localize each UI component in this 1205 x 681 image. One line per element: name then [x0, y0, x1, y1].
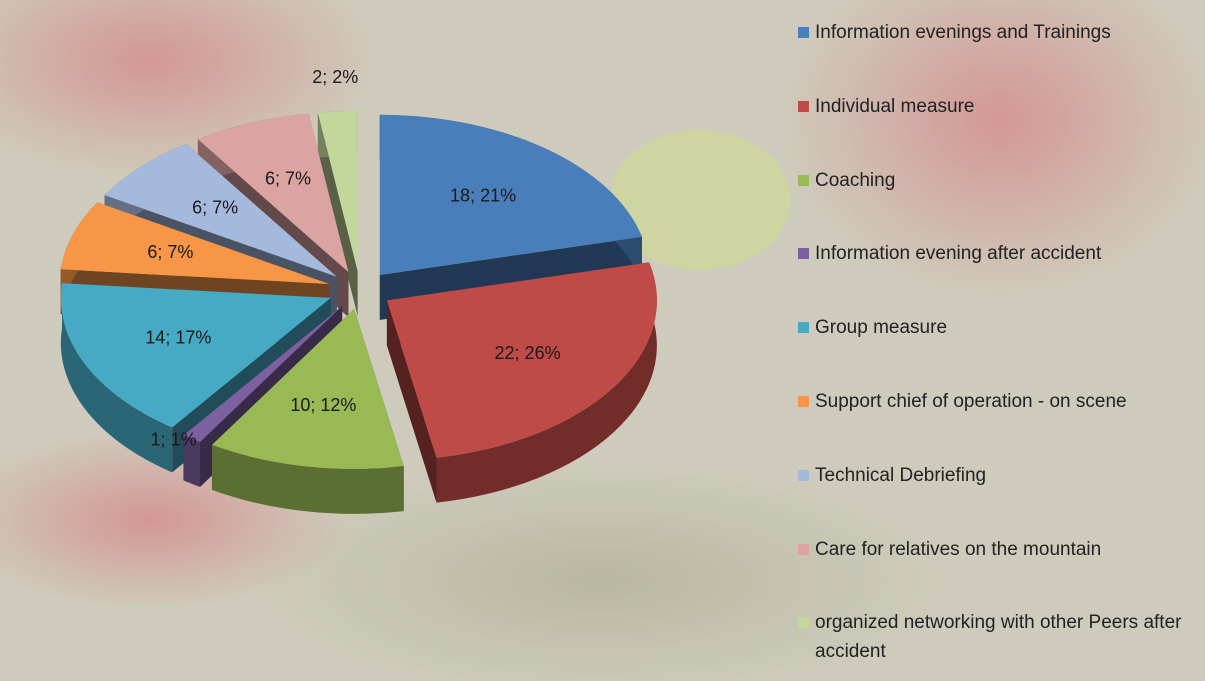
slice-label: 10; 12%	[290, 395, 356, 415]
legend-swatch	[798, 175, 809, 186]
legend-label: Information evening after accident	[815, 239, 1101, 268]
legend-item: Information evenings and Trainings	[798, 18, 1203, 47]
legend-label: Technical Debriefing	[815, 461, 986, 490]
legend-label: organized networking with other Peers af…	[815, 608, 1203, 666]
legend-item: Care for relatives on the mountain	[798, 535, 1203, 564]
chart: 18; 21% 22; 26% 10; 12% 1; 1% 14; 17% 6; 7% 6;…	[0, 0, 1205, 681]
legend-swatch	[798, 544, 809, 555]
slice-label: 6; 7%	[265, 168, 311, 188]
legend-label: Information evenings and Trainings	[815, 18, 1111, 47]
legend-swatch	[798, 27, 809, 38]
legend-swatch	[798, 617, 809, 628]
legend-label: Coaching	[815, 166, 895, 195]
slice-label: 18; 21%	[450, 186, 516, 206]
legend-swatch	[798, 322, 809, 333]
legend-label: Individual measure	[815, 92, 974, 121]
legend-swatch	[798, 470, 809, 481]
slice-label: 6; 7%	[192, 197, 238, 217]
legend-item: Individual measure	[798, 92, 1203, 121]
slice-label: 2; 2%	[312, 67, 358, 87]
legend-swatch	[798, 396, 809, 407]
slice-label: 22; 26%	[495, 343, 561, 363]
legend-label: Group measure	[815, 313, 947, 342]
legend-swatch	[798, 101, 809, 112]
slice-label: 14; 17%	[145, 328, 211, 348]
legend-item: Technical Debriefing	[798, 461, 1203, 490]
legend-item: organized networking with other Peers af…	[798, 608, 1203, 666]
legend-item: Information evening after accident	[798, 239, 1203, 268]
slice-label: 6; 7%	[147, 242, 193, 262]
slice-label: 1; 1%	[151, 429, 197, 449]
legend-label: Support chief of operation - on scene	[815, 387, 1127, 416]
legend-item: Support chief of operation - on scene	[798, 387, 1203, 416]
legend-label: Care for relatives on the mountain	[815, 535, 1101, 564]
legend-swatch	[798, 248, 809, 259]
legend-item: Group measure	[798, 313, 1203, 342]
legend-item: Coaching	[798, 166, 1203, 195]
